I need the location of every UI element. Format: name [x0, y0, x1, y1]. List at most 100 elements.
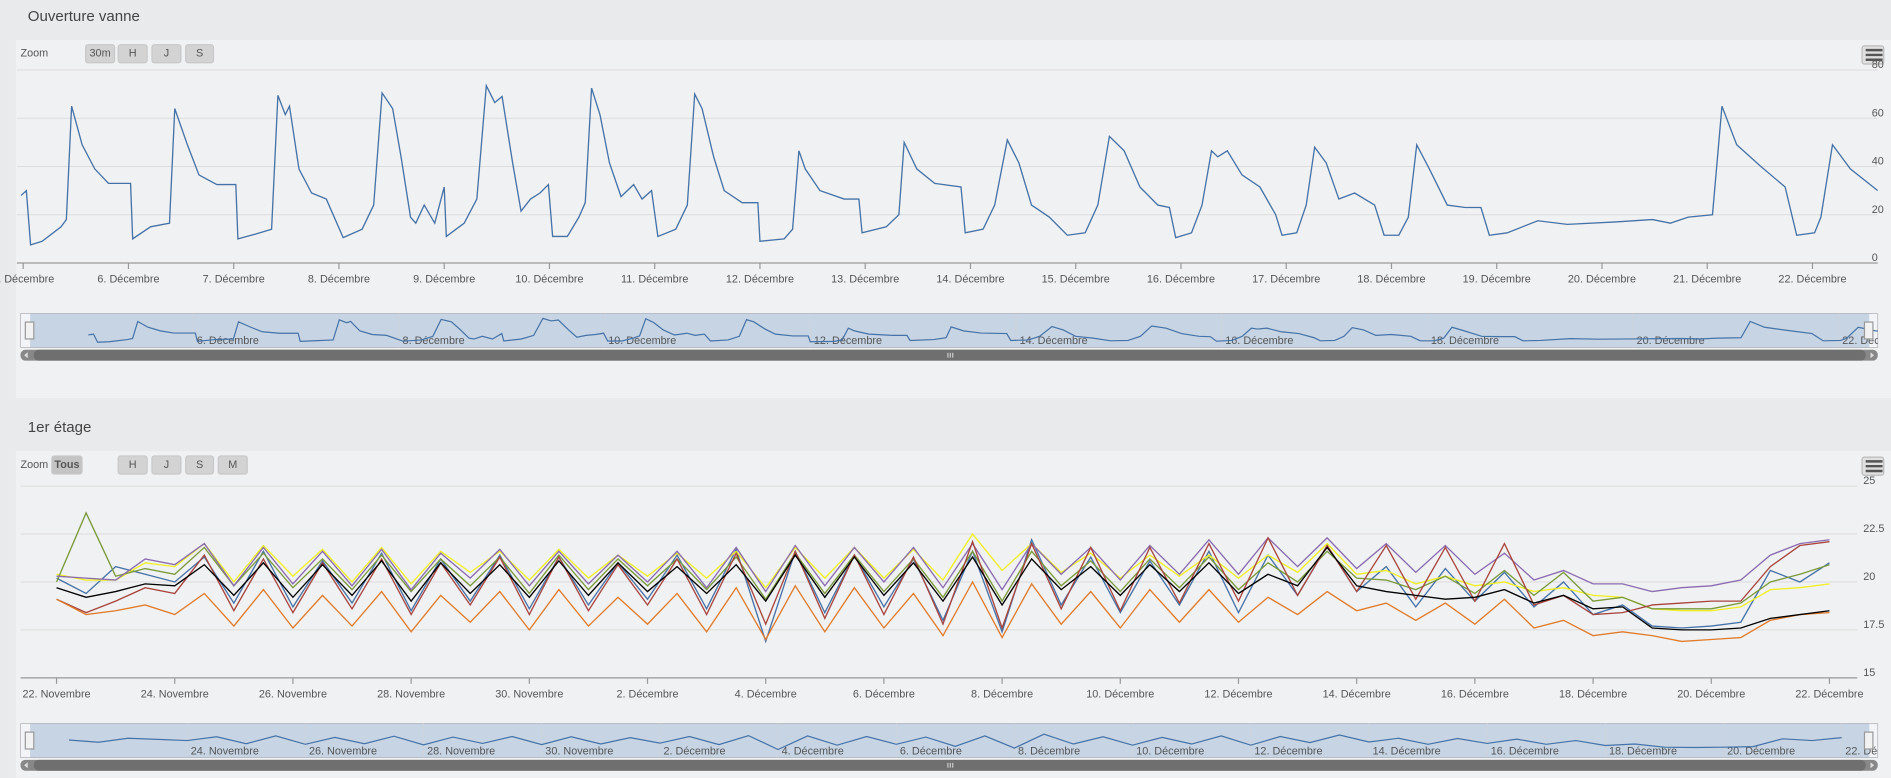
navigator-tick-label: 18. Décembre [1431, 335, 1499, 347]
series-line [56, 532, 1830, 612]
navigator-tick-label: 16. Décembre [1225, 335, 1293, 347]
series-line [56, 536, 1830, 593]
scrollbar-arrow-right[interactable] [1870, 762, 1875, 769]
zoom-button-label[interactable]: M [228, 459, 237, 471]
navigator-tick-label: 16. Décembre [1491, 745, 1559, 757]
series-line [56, 546, 1830, 631]
navigator-tick-label: 8. Décembre [403, 335, 465, 347]
zoom-button-label[interactable]: S [196, 459, 203, 471]
navigator-tick-label: 30. Novembre [545, 745, 613, 757]
zoom-button[interactable] [51, 455, 83, 475]
x-tick-label: 22. Décembre [1778, 274, 1846, 286]
x-tick-label: 9. Décembre [413, 274, 475, 286]
navigator-tick-label: 8. Décembre [1018, 745, 1080, 757]
navigator-tick-label: 18. Décembre [1609, 745, 1677, 757]
x-tick-label: 13. Décembre [831, 274, 899, 286]
y-tick-label: 25 [1863, 475, 1875, 487]
zoom-button[interactable] [151, 455, 182, 475]
zoom-button[interactable] [117, 455, 148, 475]
x-tick-label: 6. Décembre [853, 689, 915, 701]
zoom-button[interactable] [185, 455, 215, 475]
x-tick-label: 5. Décembre [0, 274, 54, 286]
navigator-handle[interactable] [24, 731, 35, 750]
x-tick-label: 6. Décembre [97, 274, 159, 286]
navigator-handle[interactable] [1863, 731, 1874, 750]
navigator-tick-label: 24. Novembre [191, 745, 259, 757]
zoom-button-label[interactable]: J [164, 459, 169, 471]
x-tick-label: 21. Décembre [1673, 274, 1741, 286]
x-tick-label: 14. Décembre [1323, 689, 1391, 701]
navigator-tick-label: 12. Décembre [1254, 745, 1322, 757]
x-tick-label: 20. Décembre [1568, 274, 1636, 286]
navigator-line [88, 317, 1878, 343]
zoom-button[interactable] [217, 455, 248, 475]
zoom-button-label[interactable]: H [129, 48, 137, 60]
zoom-label: Zoom [21, 48, 49, 60]
x-tick-label: 16. Décembre [1441, 689, 1509, 701]
zoom-button[interactable] [185, 44, 215, 64]
navigator-tick-label: 20. Décembre [1727, 745, 1795, 757]
x-tick-label: 10. Décembre [1086, 689, 1154, 701]
zoom-button-label[interactable]: 30m [90, 48, 111, 60]
series-line [56, 536, 1830, 631]
navigator-line [68, 733, 1842, 751]
x-tick-label: 22. Novembre [22, 689, 90, 701]
navigator-tick-label: 26. Novembre [309, 745, 377, 757]
series-line [20, 83, 1878, 246]
y-tick-label: 80 [1872, 59, 1884, 71]
plot-area [20, 83, 1878, 246]
navigator-tick-label: 6. Décembre [197, 335, 259, 347]
x-tick-label: 20. Décembre [1677, 689, 1745, 701]
y-tick-label: 17.5 [1863, 619, 1884, 631]
y-tick-label: 20 [1863, 571, 1875, 583]
zoom-button-label[interactable]: S [196, 48, 203, 60]
navigator-area: 24. Novembre 26. Novembre 28. Novembre 30. … [68, 723, 1878, 758]
zoom-label: Zoom [21, 459, 49, 471]
navigator-tick-label: 20. Décembre [1637, 335, 1705, 347]
x-tick-label: 14. Décembre [936, 274, 1004, 286]
series-line [55, 511, 1830, 610]
series-line [56, 580, 1830, 643]
scrollbar-arrow-left[interactable] [24, 352, 28, 359]
navigator-tick-label: 12. Décembre [814, 335, 882, 347]
navigator-background [20, 723, 1879, 758]
zoom-button[interactable] [117, 44, 148, 64]
x-tick-label: 17. Décembre [1252, 274, 1320, 286]
x-tick-label: 28. Novembre [377, 689, 445, 701]
x-tick-label: 16. Décembre [1147, 274, 1215, 286]
navigator-tick-label: 10. Décembre [1136, 745, 1204, 757]
x-tick-label: 18. Décembre [1357, 274, 1425, 286]
x-tick-label: 18. Décembre [1559, 689, 1627, 701]
zoom-button[interactable] [85, 44, 116, 64]
x-tick-label: 12. Décembre [1204, 689, 1272, 701]
zoom-button[interactable] [151, 44, 182, 64]
x-tick-label: 10. Décembre [515, 274, 583, 286]
y-tick-label: 22.5 [1863, 523, 1884, 535]
zoom-button-label[interactable]: H [129, 459, 137, 471]
navigator-tick-label: 2. Décembre [663, 745, 725, 757]
navigator-tick-label: 14. Décembre [1020, 335, 1088, 347]
x-tick-label: 4. Décembre [735, 689, 797, 701]
navigator-tick-label: 6. Décembre [900, 745, 962, 757]
zoom-button-label[interactable]: Tous [54, 459, 79, 471]
x-tick-label: 12. Décembre [726, 274, 794, 286]
x-tick-label: 19. Décembre [1463, 274, 1531, 286]
y-tick-label: 20 [1872, 204, 1884, 216]
x-tick-label: 26. Novembre [259, 689, 327, 701]
chart-title: Ouverture vanne [28, 8, 140, 25]
navigator-handle[interactable] [1863, 321, 1874, 340]
x-tick-label: 30. Novembre [495, 689, 563, 701]
navigator-selection [30, 723, 1870, 758]
scrollbar-arrow-left[interactable] [24, 762, 28, 769]
x-tick-label: 11. Décembre [621, 274, 688, 286]
x-tick-label: 8. Décembre [308, 274, 370, 286]
scrollbar-arrow-right[interactable] [1870, 352, 1875, 359]
navigator-tick-label: 28. Novembre [427, 745, 495, 757]
navigator-tick-label: 10. Décembre [608, 335, 676, 347]
x-tick-label: 22. Décembre [1795, 689, 1863, 701]
navigator-handle[interactable] [24, 321, 35, 340]
series-line [56, 537, 1830, 644]
zoom-button-label[interactable]: J [164, 48, 169, 60]
